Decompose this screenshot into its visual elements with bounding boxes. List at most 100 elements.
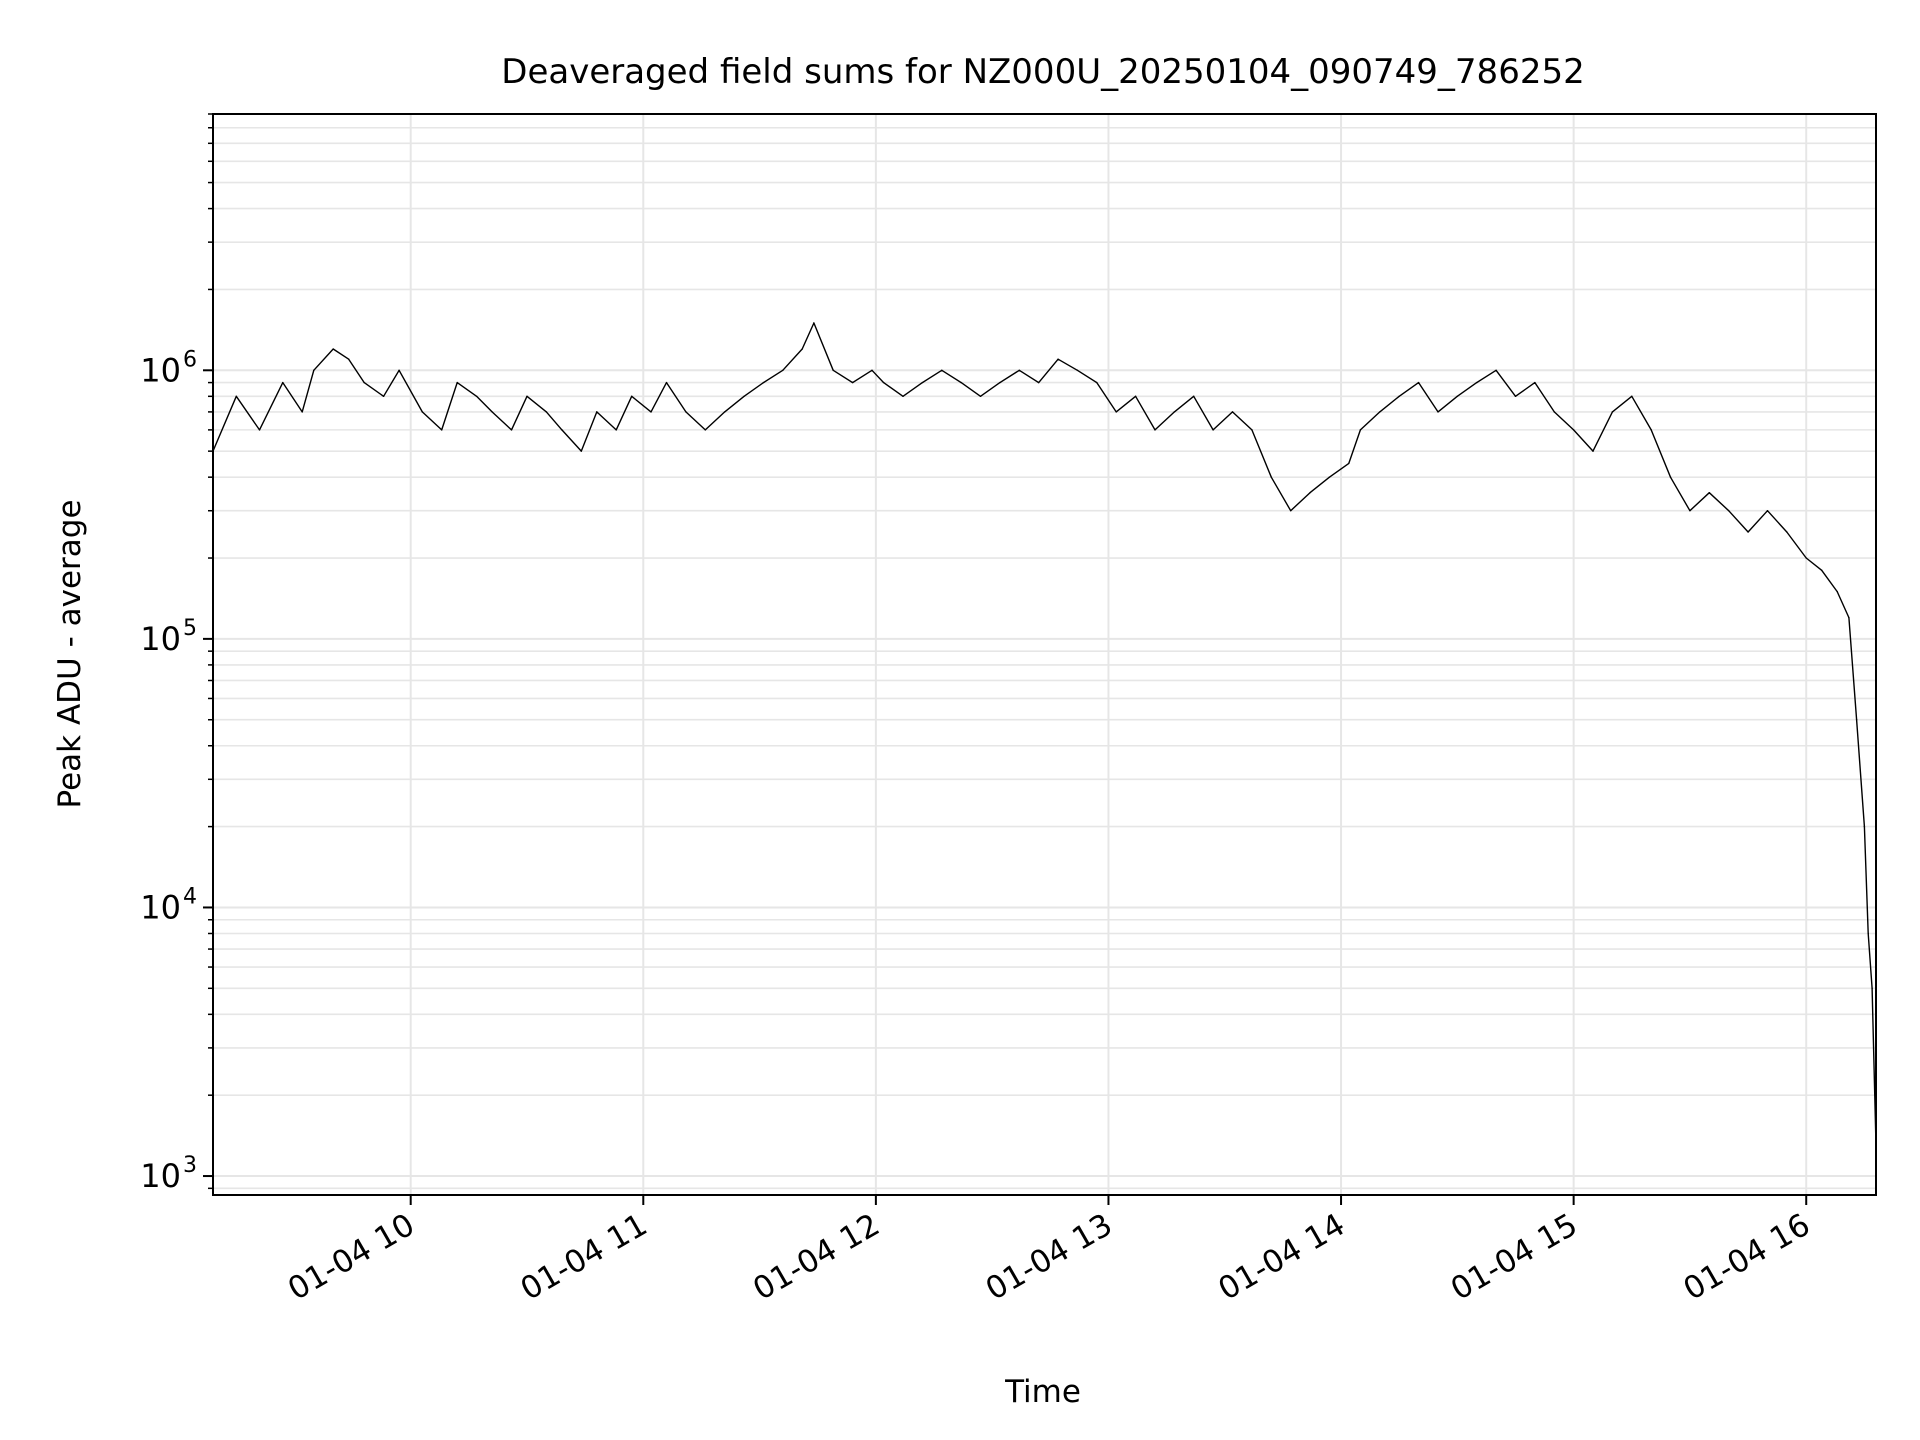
plot-frame: [212, 113, 1877, 1196]
series-point: [1018, 369, 1021, 371]
series-point: [491, 411, 493, 413]
series-point: [332, 348, 334, 350]
series-point: [561, 429, 563, 431]
series-point: [1766, 510, 1769, 512]
series-point: [1805, 557, 1807, 559]
series-point: [1650, 429, 1652, 431]
series-point: [596, 411, 598, 413]
series-point: [1456, 395, 1459, 398]
series-point: [1057, 358, 1059, 360]
series-point: [1592, 450, 1594, 452]
series-point: [456, 381, 458, 384]
series-point: [1514, 395, 1517, 398]
y-axis-label: Peak ADU - average: [52, 499, 88, 808]
series-point: [475, 395, 478, 398]
x-axis-label: Time: [1004, 1374, 1081, 1410]
series-point: [1398, 395, 1400, 398]
series-point: [1037, 381, 1040, 384]
series-point: [921, 381, 924, 384]
series-point: [1534, 381, 1536, 384]
series-point: [650, 411, 652, 413]
series-point: [1154, 429, 1156, 431]
series-line: [212, 322, 1877, 1146]
y-tick-label: 10: [140, 1157, 181, 1195]
series-point: [999, 381, 1001, 384]
y-tick-exponent: 3: [183, 1153, 197, 1178]
series-point: [615, 429, 617, 431]
series-point: [580, 450, 582, 452]
series-point: [1689, 510, 1691, 512]
series-point: [1863, 825, 1866, 828]
series-point: [1669, 476, 1672, 478]
series-point: [743, 395, 745, 398]
series-point: [1611, 411, 1614, 413]
series-point: [1193, 395, 1195, 398]
series-point: [813, 322, 815, 324]
chart-title: Deaveraged field sums for NZ000U_2025010…: [501, 52, 1584, 92]
series-point: [665, 381, 668, 384]
x-tick-label: 01-04 12: [747, 1207, 886, 1308]
series-point: [1855, 719, 1858, 721]
series-point: [382, 395, 385, 398]
series-point: [1212, 429, 1214, 431]
series-point: [704, 429, 707, 431]
x-tick-label: 01-04 14: [1212, 1207, 1351, 1308]
x-tick-label: 01-04 10: [282, 1207, 421, 1308]
series-point: [871, 369, 873, 371]
series-point: [1076, 369, 1079, 371]
series-point: [510, 429, 513, 431]
series-point: [1328, 476, 1331, 478]
x-axis: 01-04 10 01-04 11 01-04 12 01-04 13 01-04 14…: [282, 1195, 1816, 1308]
series-point: [941, 369, 943, 371]
series-point: [1848, 616, 1850, 619]
series-point: [1251, 429, 1253, 431]
series-point: [1727, 510, 1730, 512]
series-point: [1289, 510, 1292, 512]
series-point: [301, 411, 303, 413]
series-point: [313, 369, 315, 371]
series-point: [762, 381, 765, 384]
series-point: [1867, 932, 1869, 935]
series-point: [979, 395, 982, 398]
series-point: [1631, 395, 1633, 398]
series-point: [851, 381, 854, 384]
series-point: [801, 348, 803, 350]
series-point: [235, 395, 237, 398]
series-point: [526, 395, 528, 398]
grid: [213, 113, 1876, 1195]
series-point: [1437, 411, 1439, 413]
x-tick-label: 01-04 16: [1678, 1207, 1817, 1308]
x-tick-label: 01-04 11: [515, 1207, 654, 1308]
x-tick-label: 01-04 15: [1445, 1207, 1584, 1308]
series-point: [630, 395, 633, 398]
series-point: [1836, 590, 1838, 593]
y-tick-exponent: 4: [183, 884, 197, 909]
series-point: [960, 381, 962, 384]
series-point: [545, 411, 548, 413]
series-point: [1786, 531, 1788, 533]
series-point: [1708, 492, 1711, 494]
series-point: [1379, 411, 1381, 413]
series-point: [832, 369, 834, 371]
series-point: [1173, 411, 1176, 413]
y-tick-exponent: 6: [183, 347, 197, 372]
series-point: [1871, 987, 1873, 990]
series-point: [1747, 531, 1749, 533]
series-point: [782, 369, 784, 371]
series-point: [441, 429, 443, 431]
series-point: [1417, 381, 1420, 384]
series-point: [398, 369, 400, 371]
series-point: [1231, 411, 1234, 413]
y-tick-label: 10: [140, 620, 181, 658]
series-point: [1309, 492, 1311, 494]
series-point: [363, 381, 365, 384]
series-point: [282, 381, 284, 384]
series-point: [1134, 395, 1137, 398]
data-series: [212, 322, 1877, 1147]
series-point: [258, 429, 261, 431]
series-point: [1553, 411, 1555, 413]
series-point: [1348, 462, 1350, 465]
series-point: [1476, 381, 1478, 384]
